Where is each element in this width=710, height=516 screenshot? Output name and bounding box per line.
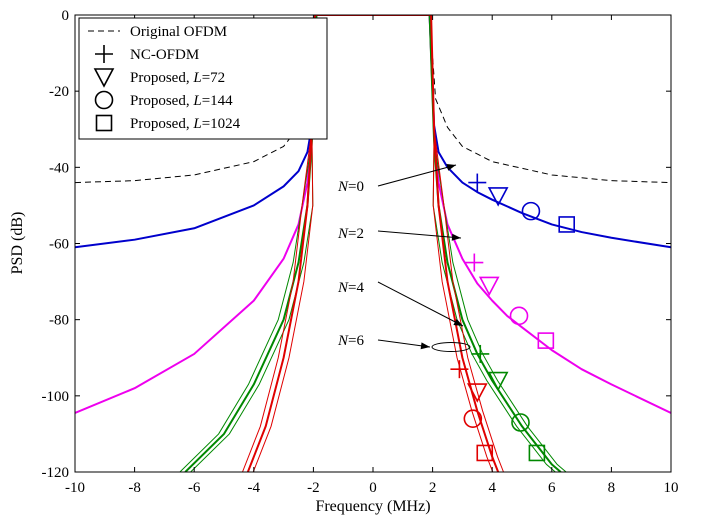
n6-line-variant	[252, 15, 494, 472]
legend-label: Original OFDM	[130, 24, 227, 40]
y-tick-label: -80	[49, 313, 69, 329]
n6-bundle-ellipse	[431, 342, 471, 352]
y-tick-label: -60	[49, 237, 69, 253]
x-tick-label: 2	[429, 480, 437, 496]
marker-square	[558, 216, 576, 233]
marker-plus	[468, 173, 487, 192]
y-tick-label: -40	[49, 160, 69, 176]
marker-square	[476, 444, 494, 462]
marker-plus	[471, 344, 490, 363]
x-tick-label: 0	[369, 480, 377, 496]
annotation-label: N=4	[337, 280, 364, 296]
marker-triangle-down	[487, 371, 509, 392]
y-tick-label: -120	[42, 465, 70, 481]
annotation-arrow	[377, 281, 464, 327]
annotation-arrow	[377, 164, 457, 187]
arrowhead	[446, 163, 456, 171]
x-tick-label: 6	[548, 480, 556, 496]
marker-circle	[511, 413, 530, 432]
marker-square	[528, 444, 546, 462]
marker-triangle-down	[466, 383, 488, 403]
y-axis-title: PSD (dB)	[9, 212, 26, 275]
legend: Original OFDM NC-OFDM Proposed, L=72 Propos…	[78, 17, 328, 140]
legend-marker-circle	[94, 90, 114, 110]
axes-layer: -10 -8 -6 -4 -2 0 2 4 6 8 100-20-40-60-80-100-120	[42, 8, 679, 496]
x-tick-label: -4	[248, 480, 261, 496]
n6-line-variant	[242, 15, 504, 472]
legend-box	[78, 17, 328, 140]
x-tick-label: -10	[65, 480, 85, 496]
n4-line-variant	[179, 15, 567, 472]
arrowhead	[453, 318, 463, 326]
annotation-arrow	[377, 230, 462, 239]
y-tick-label: -100	[42, 389, 70, 405]
marker-triangle-down	[487, 187, 509, 207]
annotation-label: N=2	[337, 226, 364, 242]
legend-marker-plus	[95, 45, 113, 63]
arrowhead	[420, 342, 430, 350]
marker-plus	[465, 253, 484, 272]
legend-marker-square	[95, 114, 113, 132]
annotation-label: N=0	[337, 179, 364, 195]
x-tick-label: 10	[664, 480, 679, 496]
marker-circle	[521, 201, 541, 221]
y-tick-label: 0	[62, 8, 70, 24]
x-tick-label: 8	[608, 480, 616, 496]
x-tick-label: -6	[188, 480, 201, 496]
x-tick-label: -2	[307, 480, 320, 496]
annotation-layer: N=0 N=2 N=4 N=6	[337, 163, 471, 352]
marker-layer	[450, 173, 576, 462]
marker-circle	[509, 306, 529, 326]
marker-triangle-down	[478, 276, 500, 297]
legend-marker-triangle-down	[93, 68, 115, 88]
marker-square	[537, 332, 555, 349]
annotation-label: N=6	[337, 333, 364, 349]
legend-label: Proposed, L=1024	[130, 116, 241, 132]
marker-circle	[463, 409, 483, 428]
legend-label: Proposed, L=72	[130, 70, 225, 86]
arrowhead	[451, 233, 461, 241]
x-tick-label: -8	[128, 480, 141, 496]
legend-label: Proposed, L=144	[130, 93, 233, 109]
original-ofdm-line	[75, 15, 671, 184]
y-tick-label: -20	[49, 84, 69, 100]
x-tick-label: 4	[488, 480, 496, 496]
x-axis-title: Frequency (MHz)	[315, 498, 430, 515]
legend-label: NC-OFDM	[130, 47, 199, 63]
series-layer	[75, 15, 671, 472]
marker-plus	[450, 360, 469, 379]
